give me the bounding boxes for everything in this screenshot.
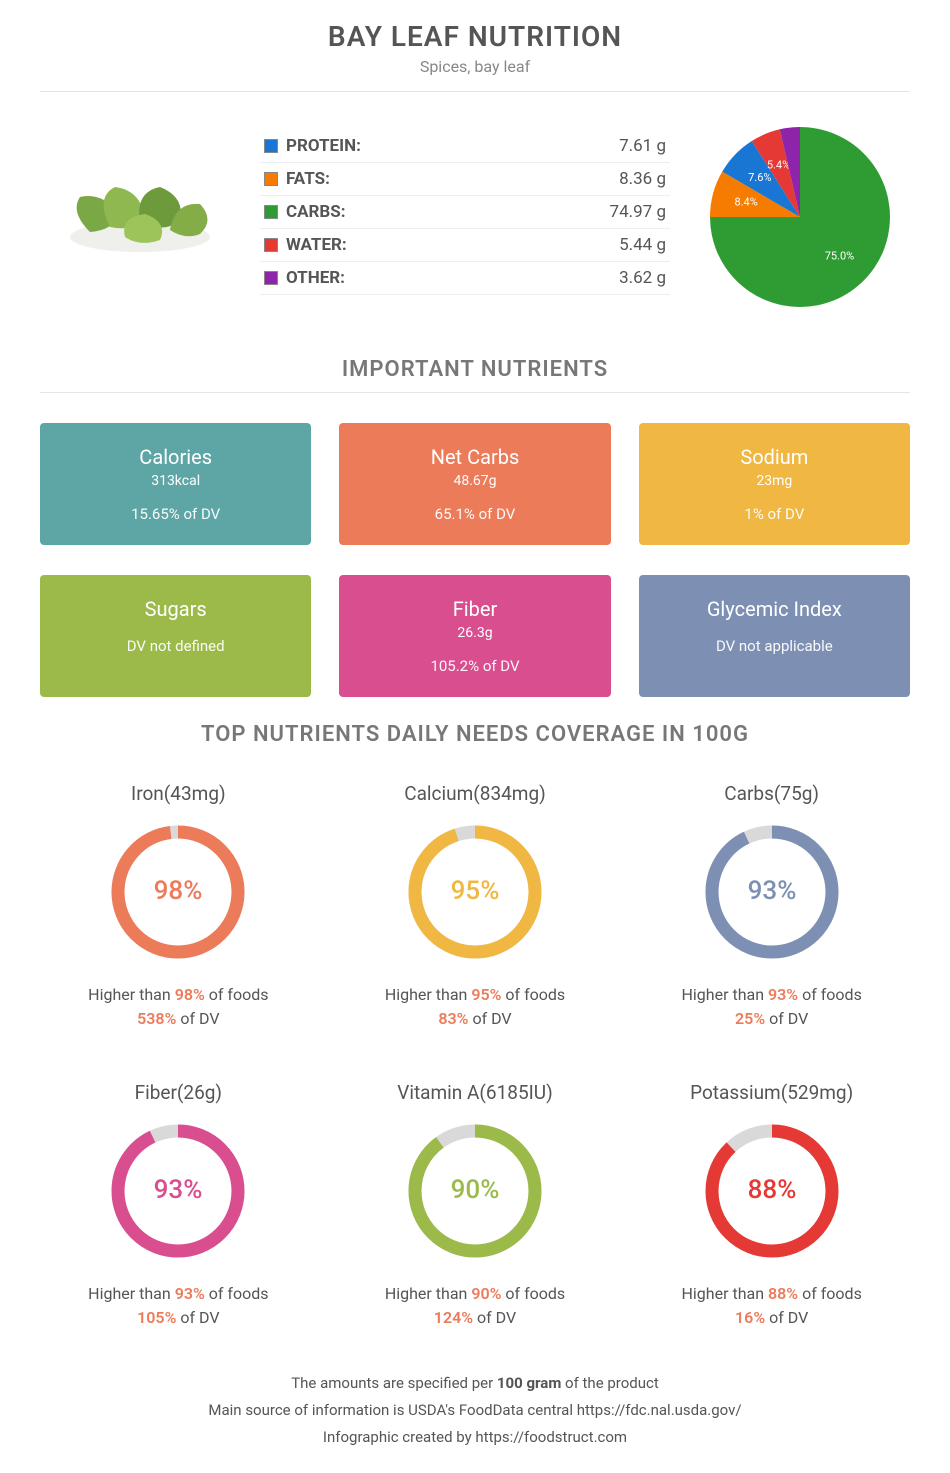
section-title-important: IMPORTANT NUTRIENTS bbox=[40, 357, 910, 393]
card-title: Calories bbox=[52, 445, 299, 469]
card-dv: DV not applicable bbox=[651, 637, 898, 655]
page-title: BAY LEAF NUTRITION bbox=[40, 20, 910, 53]
donut-title: Carbs(75g) bbox=[633, 782, 910, 805]
nutrient-card: Sodium 23mg 1% of DV bbox=[639, 423, 910, 545]
section-title-top: TOP NUTRIENTS DAILY NEEDS COVERAGE IN 10… bbox=[40, 722, 910, 747]
card-dv: 65.1% of DV bbox=[351, 505, 598, 523]
macro-label: FATS: bbox=[286, 169, 619, 189]
donut-percent: 93% bbox=[747, 876, 796, 906]
macro-label: PROTEIN: bbox=[286, 136, 619, 156]
card-value: 23mg bbox=[651, 473, 898, 489]
macro-row: FATS: 8.36 g bbox=[260, 163, 670, 196]
donut-title: Vitamin A(6185IU) bbox=[337, 1081, 614, 1104]
macro-label: OTHER: bbox=[286, 268, 619, 288]
donut-percent: 88% bbox=[747, 1175, 796, 1205]
card-title: Fiber bbox=[351, 597, 598, 621]
card-value: 26.3g bbox=[351, 625, 598, 641]
card-title: Net Carbs bbox=[351, 445, 598, 469]
pie-label: 5.4% bbox=[767, 158, 790, 171]
macro-swatch bbox=[264, 139, 278, 153]
macro-value: 5.44 g bbox=[619, 235, 666, 255]
donut-footer: Higher than 93% of foods 25% of DV bbox=[633, 983, 910, 1031]
donut-title: Potassium(529mg) bbox=[633, 1081, 910, 1104]
pie-chart: 75.0% 8.4% 7.6%5.4% bbox=[690, 112, 910, 312]
donut-footer: Higher than 98% of foods 538% of DV bbox=[40, 983, 317, 1031]
donut-percent: 93% bbox=[154, 1175, 203, 1205]
nutrient-card: Sugars DV not defined bbox=[40, 575, 311, 697]
donut-percent: 95% bbox=[451, 876, 500, 906]
donut-chart: 98% bbox=[103, 817, 253, 967]
footer: The amounts are specified per 100 gram o… bbox=[40, 1370, 910, 1451]
footer-line-1: The amounts are specified per 100 gram o… bbox=[40, 1370, 910, 1397]
macro-table: PROTEIN: 7.61 g FATS: 8.36 g CARBS: 74.9… bbox=[260, 130, 670, 295]
footer-line-2: Main source of information is USDA's Foo… bbox=[40, 1397, 910, 1424]
donut-percent: 90% bbox=[451, 1175, 500, 1205]
macro-swatch bbox=[264, 238, 278, 252]
nutrient-card: Net Carbs 48.67g 65.1% of DV bbox=[339, 423, 610, 545]
donut-percent: 98% bbox=[154, 876, 203, 906]
nutrient-card: Glycemic Index DV not applicable bbox=[639, 575, 910, 697]
header: BAY LEAF NUTRITION Spices, bay leaf bbox=[40, 20, 910, 92]
pie-label: 75.0% bbox=[825, 249, 855, 262]
macro-row: PROTEIN: 7.61 g bbox=[260, 130, 670, 163]
macro-swatch bbox=[264, 205, 278, 219]
card-dv: 1% of DV bbox=[651, 505, 898, 523]
donut-title: Fiber(26g) bbox=[40, 1081, 317, 1104]
donut-item: Calcium(834mg) 95% Higher than 95% of fo… bbox=[337, 782, 614, 1031]
donut-item: Carbs(75g) 93% Higher than 93% of foods … bbox=[633, 782, 910, 1031]
macro-row: OTHER: 3.62 g bbox=[260, 262, 670, 295]
macro-value: 3.62 g bbox=[619, 268, 666, 288]
pie-label: 7.6% bbox=[748, 171, 771, 184]
card-value: 313kcal bbox=[52, 473, 299, 489]
macro-value: 74.97 g bbox=[610, 202, 666, 222]
donut-footer: Higher than 90% of foods 124% of DV bbox=[337, 1282, 614, 1330]
donut-item: Potassium(529mg) 88% Higher than 88% of … bbox=[633, 1081, 910, 1330]
macro-label: CARBS: bbox=[286, 202, 610, 222]
donut-item: Vitamin A(6185IU) 90% Higher than 90% of… bbox=[337, 1081, 614, 1330]
nutrient-card: Fiber 26.3g 105.2% of DV bbox=[339, 575, 610, 697]
card-dv: 15.65% of DV bbox=[52, 505, 299, 523]
donut-grid: Iron(43mg) 98% Higher than 98% of foods … bbox=[40, 782, 910, 1330]
macro-value: 7.61 g bbox=[619, 136, 666, 156]
donut-chart: 93% bbox=[697, 817, 847, 967]
card-value: 48.67g bbox=[351, 473, 598, 489]
food-image bbox=[40, 142, 240, 282]
donut-title: Calcium(834mg) bbox=[337, 782, 614, 805]
donut-chart: 93% bbox=[103, 1116, 253, 1266]
donut-item: Iron(43mg) 98% Higher than 98% of foods … bbox=[40, 782, 317, 1031]
card-title: Glycemic Index bbox=[651, 597, 898, 621]
donut-footer: Higher than 93% of foods 105% of DV bbox=[40, 1282, 317, 1330]
donut-chart: 88% bbox=[697, 1116, 847, 1266]
donut-footer: Higher than 88% of foods 16% of DV bbox=[633, 1282, 910, 1330]
donut-item: Fiber(26g) 93% Higher than 93% of foods … bbox=[40, 1081, 317, 1330]
nutrient-cards: Calories 313kcal 15.65% of DV Net Carbs … bbox=[40, 423, 910, 697]
macro-row: WATER: 5.44 g bbox=[260, 229, 670, 262]
donut-chart: 95% bbox=[400, 817, 550, 967]
top-section: PROTEIN: 7.61 g FATS: 8.36 g CARBS: 74.9… bbox=[40, 92, 910, 332]
card-title: Sugars bbox=[52, 597, 299, 621]
donut-footer: Higher than 95% of foods 83% of DV bbox=[337, 983, 614, 1031]
macro-value: 8.36 g bbox=[619, 169, 666, 189]
card-dv: DV not defined bbox=[52, 637, 299, 655]
page-subtitle: Spices, bay leaf bbox=[40, 57, 910, 76]
pie-label: 8.4% bbox=[734, 195, 757, 208]
macro-swatch bbox=[264, 271, 278, 285]
card-dv: 105.2% of DV bbox=[351, 657, 598, 675]
macro-label: WATER: bbox=[286, 235, 619, 255]
macro-swatch bbox=[264, 172, 278, 186]
nutrient-card: Calories 313kcal 15.65% of DV bbox=[40, 423, 311, 545]
footer-line-3: Infographic created by https://foodstruc… bbox=[40, 1424, 910, 1451]
card-title: Sodium bbox=[651, 445, 898, 469]
macro-row: CARBS: 74.97 g bbox=[260, 196, 670, 229]
donut-title: Iron(43mg) bbox=[40, 782, 317, 805]
donut-chart: 90% bbox=[400, 1116, 550, 1266]
